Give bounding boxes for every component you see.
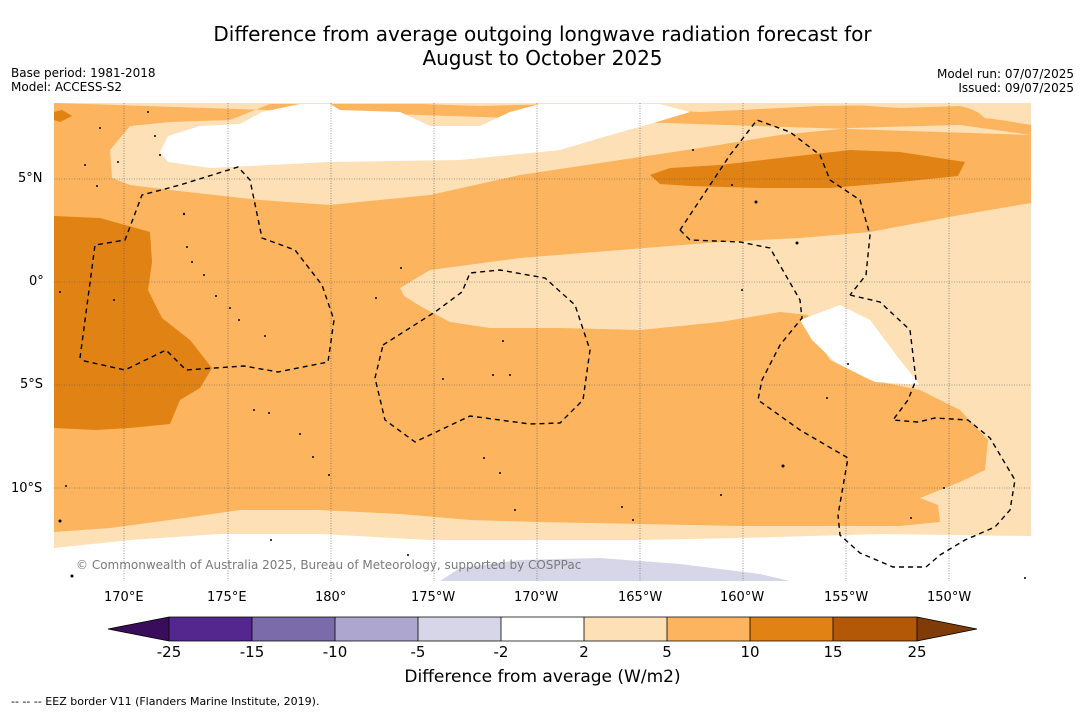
neutral-east-pocket [800,305,920,385]
colorbar-bin [169,617,252,641]
lat-tick: 0° [29,274,44,289]
colorbar-bin [418,617,501,641]
neutral-south-band [54,534,1031,581]
title-line-2: August to October 2025 [422,46,663,70]
colorbar-bin [335,617,418,641]
lon-tick: 175°E [207,590,247,605]
eez-footnote: -- -- -- EEZ border V11 (Flanders Marine… [11,695,320,708]
lon-tick: 170°E [104,590,144,605]
map-field [54,103,1031,581]
chart-title: Difference from average outgoing longwav… [0,22,1085,70]
base-period: Base period: 1981-2018 [11,66,156,80]
colorbar-label: 2 [579,643,589,661]
colorbar-label: 25 [907,643,927,661]
meta-right: Model run: 07/07/2025 Issued: 09/07/2025 [937,67,1074,95]
lon-tick: 175°W [411,590,456,605]
colorbar-bin [833,617,917,641]
anomaly-10-15-corner [54,110,72,122]
lat-tick: 10°S [11,481,43,496]
lat-tick: 5°N [18,171,43,186]
colorbar-label: 5 [662,643,672,661]
lon-tick: 150°W [927,590,972,605]
colorbar-bin [501,617,584,641]
lon-tick: 170°W [514,590,559,605]
colorbar [107,616,978,642]
colorbar-extend-high [917,617,977,641]
title-line-1: Difference from average outgoing longwav… [213,22,872,46]
model-name: Model: ACCESS-S2 [11,80,123,94]
model-run: Model run: 07/07/2025 [936,67,1074,81]
graticule [54,103,1031,581]
colorbar-extend-low [108,617,169,641]
eez-borders [79,119,1016,568]
colorbar-bin [584,617,667,641]
lon-tick: 180° [315,590,347,605]
colorbar-label: -5 [410,643,426,661]
lon-tick: 155°W [824,590,869,605]
neutral-north-region [160,104,690,168]
colorbar-title: Difference from average (W/m2) [404,667,681,687]
colorbar-label: 15 [823,643,843,661]
colorbar-bin [252,617,335,641]
lon-tick: 160°W [720,590,765,605]
islands [58,111,1026,579]
copyright-notice: © Commonwealth of Australia 2025, Bureau… [76,558,582,572]
lat-tick: 5°S [20,377,44,392]
anomaly-10-15-west [54,216,212,430]
anomaly-2-5-central-region [54,203,1031,581]
colorbar-label: -25 [156,643,182,661]
colorbar-label: -15 [239,643,265,661]
lon-tick: 165°W [618,590,663,605]
meta-left: Base period: 1981-2018 Model: ACCESS-S2 [11,66,156,94]
colorbar-bin [667,617,750,641]
anomaly-5-10-tongue [54,330,805,508]
anomaly-10-15-northeast [650,150,965,188]
issued-date: Issued: 09/07/2025 [958,81,1074,95]
colorbar-label: -10 [322,643,348,661]
anomaly-2-5-ne [840,103,1031,124]
anomaly-neg5-neg2-south [440,558,790,581]
colorbar-bin [750,617,833,641]
colorbar-label: 10 [740,643,760,661]
colorbar-label: -2 [493,643,509,661]
